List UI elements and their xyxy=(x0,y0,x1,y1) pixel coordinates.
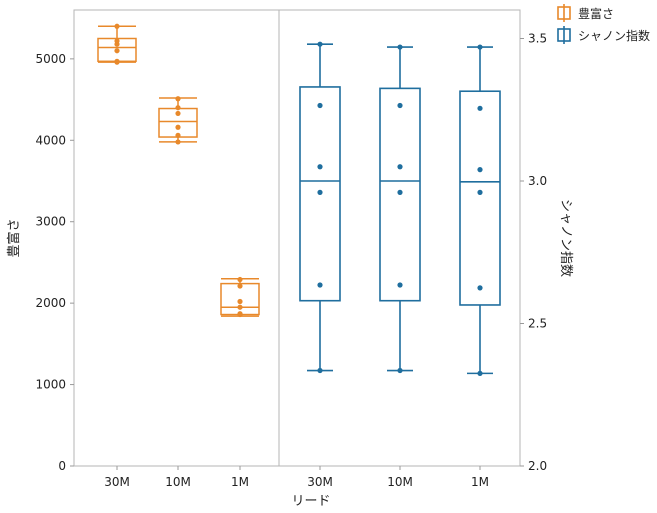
left-tick-label: 1000 xyxy=(35,378,66,392)
left-tick-label: 5000 xyxy=(35,52,66,66)
legend-label-shannon: シャノン指数 xyxy=(578,28,650,43)
box-richness-30M xyxy=(97,23,137,65)
left-tick-label: 2000 xyxy=(35,296,66,310)
data-point xyxy=(477,44,483,50)
data-point xyxy=(397,44,403,50)
legend-label-richness: 豊富さ xyxy=(578,6,614,21)
box-richness-10M xyxy=(158,96,198,145)
data-point xyxy=(237,283,243,289)
x-tick-label: 30M xyxy=(104,475,130,489)
left-tick-label: 0 xyxy=(58,459,66,473)
box-shannon-1M xyxy=(459,44,501,376)
data-point xyxy=(114,23,120,29)
data-point xyxy=(477,370,483,376)
frame-layer xyxy=(73,9,521,467)
data-point xyxy=(175,124,181,130)
right-tick-label: 2.0 xyxy=(528,459,547,473)
x-tick-label: 10M xyxy=(387,475,413,489)
box-richness-1M xyxy=(220,276,260,318)
legend-item-richness[interactable]: 豊富さ xyxy=(557,4,614,22)
data-point xyxy=(237,276,243,283)
legend-item-shannon[interactable]: シャノン指数 xyxy=(557,26,650,44)
x-tick-label: 30M xyxy=(307,475,333,489)
right-tick-label: 2.5 xyxy=(528,317,547,331)
data-point xyxy=(477,189,483,195)
data-point xyxy=(175,105,181,111)
right-tick-label: 3.5 xyxy=(528,32,547,46)
data-point xyxy=(175,110,181,117)
data-point xyxy=(397,282,403,288)
left-tick-label: 3000 xyxy=(35,215,66,229)
data-point xyxy=(397,102,403,109)
data-point xyxy=(477,167,483,173)
data-point xyxy=(397,164,403,170)
data-point xyxy=(397,367,403,374)
data-point xyxy=(114,58,120,64)
x-tick-label: 1M xyxy=(231,475,249,489)
data-point xyxy=(397,189,403,195)
data-point xyxy=(237,311,243,317)
tick-layer: 0 1000 2000 3000 4000 5000 2.0 2.5 3.0 3.5 30M 10M 1… xyxy=(35,32,547,490)
data-point xyxy=(237,298,243,305)
data-point xyxy=(237,304,243,310)
plot-frame xyxy=(73,9,521,467)
box-iqr xyxy=(299,86,341,302)
data-point xyxy=(317,282,323,288)
box-iqr xyxy=(459,90,501,306)
data-point xyxy=(175,96,181,102)
data-point xyxy=(114,38,120,44)
box-shannon-10M xyxy=(379,44,421,374)
x-tick-label: 10M xyxy=(165,475,191,489)
legend: 豊富さ シャノン指数 xyxy=(557,4,650,44)
x-tick-label: 1M xyxy=(471,475,489,489)
x-axis-title: リード xyxy=(291,494,330,509)
right-axis-title: シャノン指数 xyxy=(558,199,573,277)
box-iqr xyxy=(379,87,421,302)
data-point xyxy=(317,102,323,109)
data-point xyxy=(477,285,483,291)
mark-layer xyxy=(97,23,501,376)
left-tick-label: 4000 xyxy=(35,133,66,147)
data-point xyxy=(317,367,323,374)
data-point xyxy=(317,41,323,47)
box-shannon-30M xyxy=(299,41,341,374)
data-point xyxy=(175,132,181,138)
data-point xyxy=(317,164,323,170)
data-point xyxy=(175,139,181,145)
left-axis-title: 豊富さ xyxy=(6,218,22,257)
right-tick-label: 3.0 xyxy=(528,174,547,188)
data-point xyxy=(477,105,483,111)
data-point xyxy=(317,189,323,195)
data-point xyxy=(114,48,120,54)
